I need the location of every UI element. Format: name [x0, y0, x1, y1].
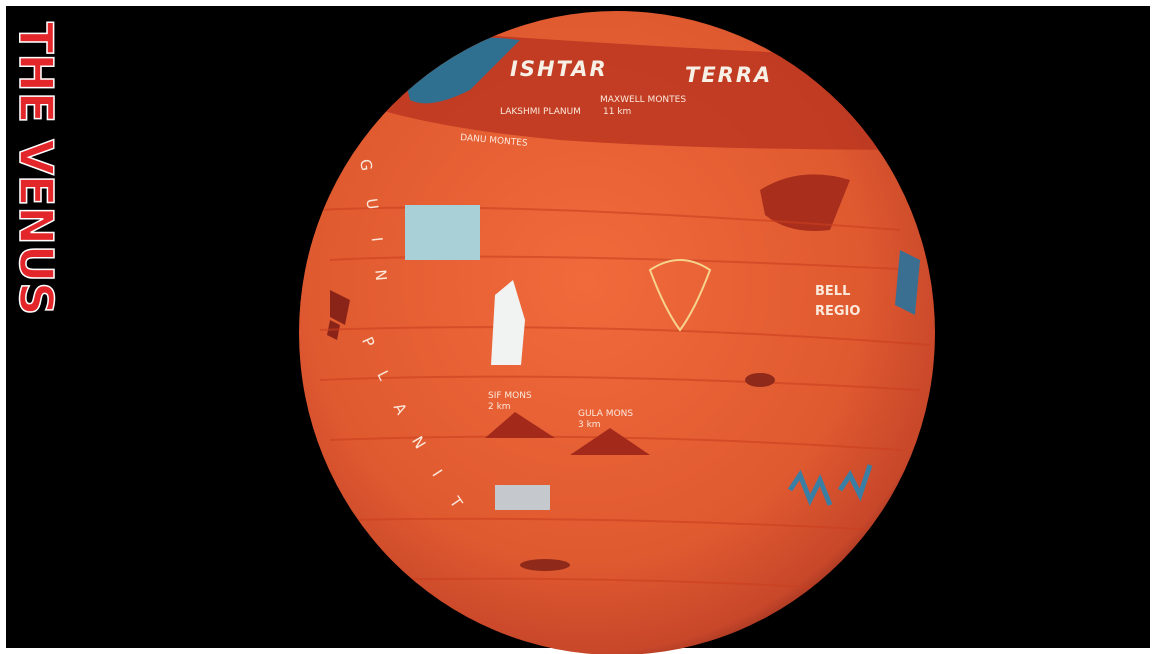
label: SIF MONS — [488, 391, 532, 401]
label: 11 km — [603, 107, 631, 117]
label: LAKSHMI PLANUM — [500, 107, 581, 117]
label: ISHTAR — [510, 57, 608, 81]
label: GULA MONS — [578, 409, 633, 419]
globe — [299, 11, 935, 654]
label: BELL — [815, 284, 850, 299]
label: 3 km — [578, 420, 601, 430]
title: THE VENUS — [9, 22, 63, 315]
label: 2 km — [488, 402, 511, 412]
label: TERRA — [685, 63, 772, 87]
label: REGIO — [815, 304, 860, 319]
label: MAXWELL MONTES — [600, 95, 686, 105]
